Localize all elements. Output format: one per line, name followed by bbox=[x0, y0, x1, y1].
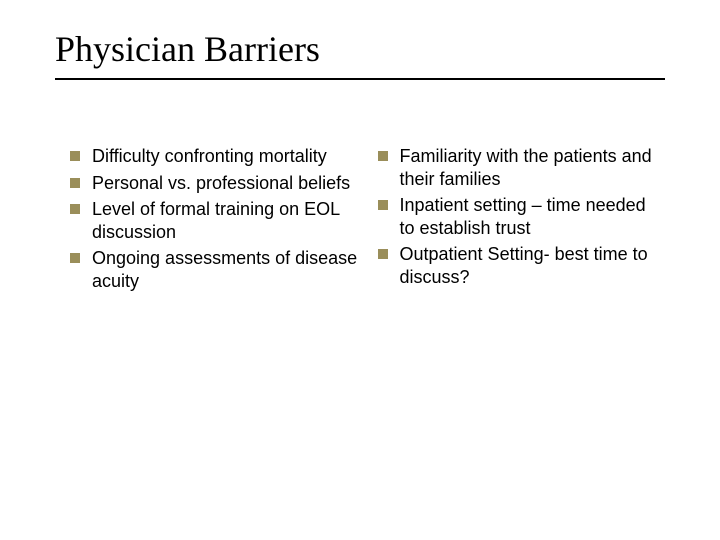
list-item: Personal vs. professional beliefs bbox=[70, 172, 358, 195]
bullet-text: Ongoing assessments of disease acuity bbox=[92, 248, 357, 291]
left-column: Difficulty confronting mortality Persona… bbox=[70, 145, 358, 296]
title-block: Physician Barriers bbox=[55, 28, 665, 80]
slide: Physician Barriers Difficulty confrontin… bbox=[0, 0, 720, 540]
list-item: Level of formal training on EOL discussi… bbox=[70, 198, 358, 243]
title-rule bbox=[55, 78, 665, 80]
list-item: Inpatient setting – time needed to estab… bbox=[378, 194, 666, 239]
bullet-text: Inpatient setting – time needed to estab… bbox=[400, 195, 646, 238]
right-column: Familiarity with the patients and their … bbox=[378, 145, 666, 296]
body-columns: Difficulty confronting mortality Persona… bbox=[70, 145, 665, 296]
bullet-text: Level of formal training on EOL discussi… bbox=[92, 199, 339, 242]
list-item: Familiarity with the patients and their … bbox=[378, 145, 666, 190]
list-item: Difficulty confronting mortality bbox=[70, 145, 358, 168]
bullet-text: Outpatient Setting- best time to discuss… bbox=[400, 244, 648, 287]
bullet-text: Personal vs. professional beliefs bbox=[92, 173, 350, 193]
list-item: Outpatient Setting- best time to discuss… bbox=[378, 243, 666, 288]
left-bullet-list: Difficulty confronting mortality Persona… bbox=[70, 145, 358, 292]
right-bullet-list: Familiarity with the patients and their … bbox=[378, 145, 666, 288]
bullet-text: Difficulty confronting mortality bbox=[92, 146, 327, 166]
list-item: Ongoing assessments of disease acuity bbox=[70, 247, 358, 292]
bullet-text: Familiarity with the patients and their … bbox=[400, 146, 652, 189]
slide-title: Physician Barriers bbox=[55, 28, 665, 70]
